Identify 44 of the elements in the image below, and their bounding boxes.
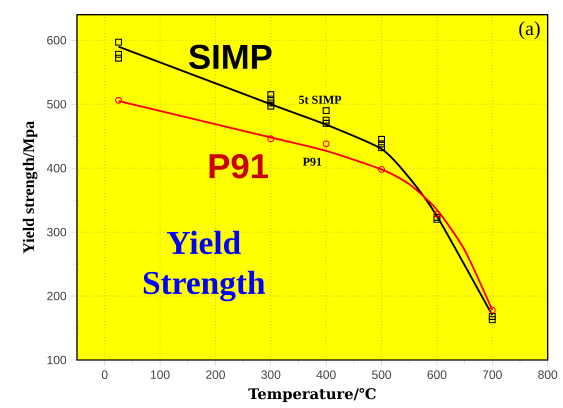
point: [488, 313, 496, 320]
point: [267, 91, 274, 98]
point: [322, 140, 330, 148]
point: [433, 216, 440, 223]
annotation: (a): [519, 21, 540, 40]
y-tick-label: 100: [48, 356, 66, 364]
point: [267, 99, 274, 106]
x-tick-label: 600: [428, 370, 446, 379]
point: [322, 116, 330, 124]
x-tick-label: 400: [316, 370, 336, 379]
point: [378, 144, 386, 152]
y-tick-label: 300: [47, 228, 66, 236]
point: [433, 210, 440, 218]
point: [267, 135, 274, 142]
x-tick-label: 200: [206, 370, 225, 379]
y-tick-label: 200: [47, 292, 66, 300]
point: [115, 38, 122, 46]
annotation: P91: [210, 154, 268, 178]
y-tick-label: 400: [46, 164, 66, 172]
y-axis-title: Yield strength/Mpa: [22, 121, 38, 254]
x-tick-label: 500: [372, 370, 392, 379]
x-tick-label: 300: [261, 370, 280, 379]
annotation: Yield Strength: [144, 230, 266, 302]
point: [115, 54, 122, 62]
y-tick-label: 600: [47, 36, 66, 45]
x-tick-label: 0: [102, 370, 108, 379]
x-tick-label: 800: [538, 370, 558, 379]
point: [378, 140, 386, 148]
x-tick-label: 100: [150, 370, 170, 379]
point: [378, 166, 386, 173]
point: [433, 214, 440, 221]
x-axis-title: Temperature/℃: [248, 388, 376, 402]
point: [267, 96, 274, 103]
point: [267, 102, 274, 110]
y-tick-label: 500: [47, 100, 66, 108]
point: [322, 107, 330, 114]
annotation: SIMP: [189, 44, 272, 70]
point: [378, 136, 386, 143]
point: [115, 50, 122, 58]
series-label: 5t SIMP: [299, 96, 342, 104]
x-tick-label: 700: [482, 370, 502, 379]
series-label: P91: [302, 158, 322, 166]
point: [488, 316, 496, 324]
point: [322, 120, 330, 127]
